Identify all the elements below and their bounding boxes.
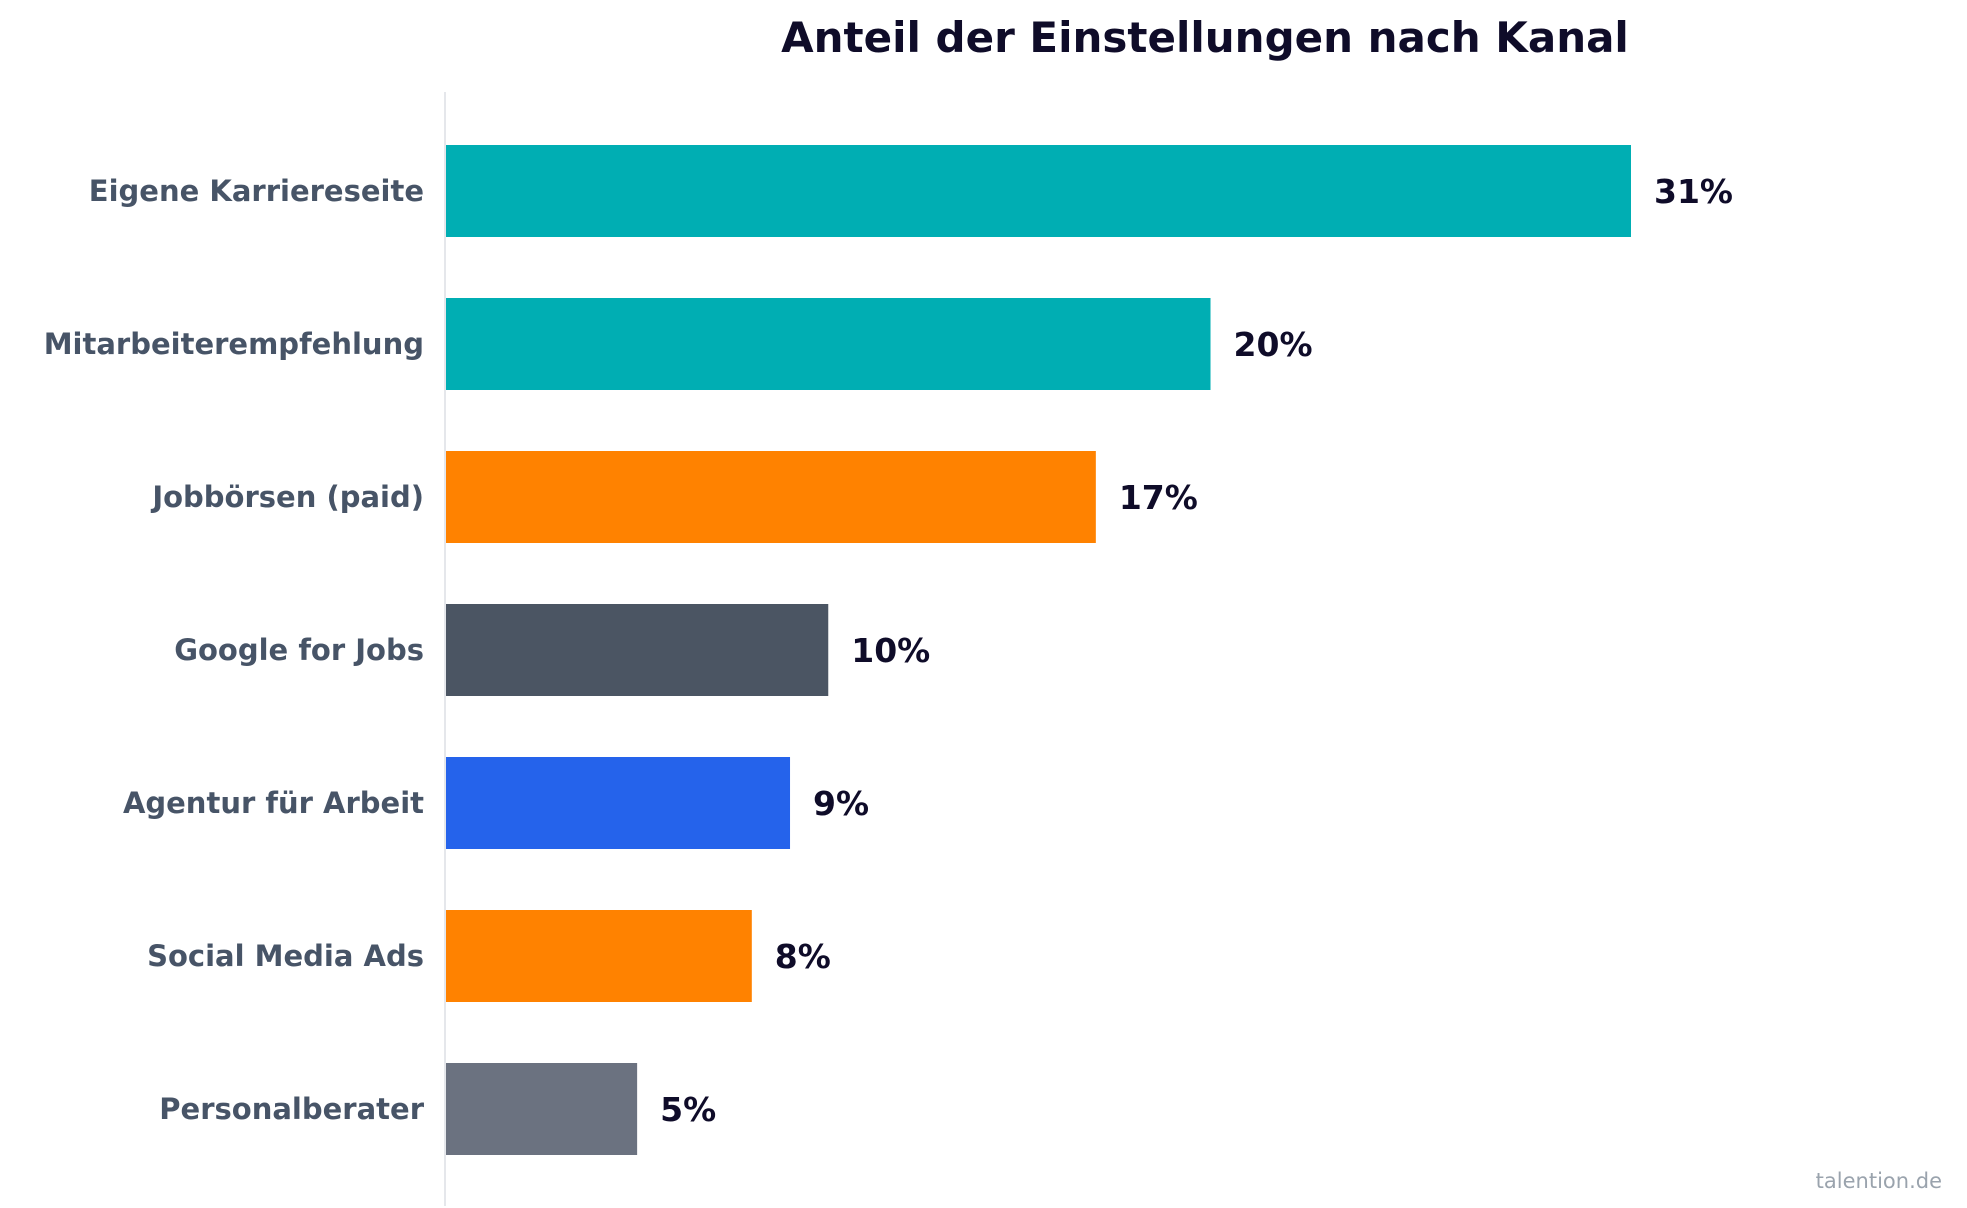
category-label: Google for Jobs bbox=[174, 633, 424, 667]
category-label: Social Media Ads bbox=[147, 939, 424, 973]
chart-title: Anteil der Einstellungen nach Kanal bbox=[781, 13, 1629, 62]
category-label: Agentur für Arbeit bbox=[123, 786, 424, 820]
value-label: 9% bbox=[813, 784, 869, 823]
value-label: 8% bbox=[775, 937, 831, 976]
value-label: 31% bbox=[1654, 172, 1733, 211]
bar bbox=[446, 1063, 638, 1155]
value-label: 20% bbox=[1234, 325, 1313, 364]
value-label: 5% bbox=[660, 1090, 716, 1129]
value-label: 10% bbox=[851, 631, 930, 670]
bar bbox=[446, 451, 1096, 543]
bars-group bbox=[446, 145, 1631, 1155]
bar bbox=[446, 604, 829, 696]
bar bbox=[446, 757, 791, 849]
category-labels: Eigene Karriereseite Mitarbeiterempfehlun… bbox=[44, 174, 425, 1126]
value-label: 17% bbox=[1119, 478, 1198, 517]
bar bbox=[446, 145, 1631, 237]
value-labels: 31% 20% 17% 10% 9% 8% 5% bbox=[660, 172, 1733, 1129]
category-label: Personalberater bbox=[159, 1092, 424, 1126]
source-label: talention.de bbox=[1816, 1169, 1942, 1193]
category-label: Eigene Karriereseite bbox=[89, 174, 424, 208]
category-label: Mitarbeiterempfehlung bbox=[44, 327, 424, 361]
bar bbox=[446, 910, 752, 1002]
category-label: Jobbörsen (paid) bbox=[150, 480, 424, 514]
bar bbox=[446, 298, 1211, 390]
